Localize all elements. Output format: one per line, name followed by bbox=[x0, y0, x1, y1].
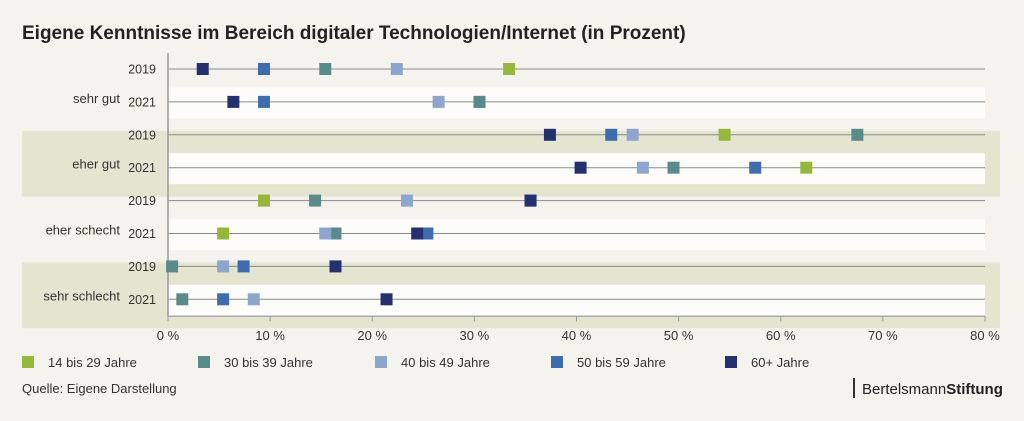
data-point-14-bis-29-jahre bbox=[718, 128, 731, 141]
data-point-60-jahre bbox=[574, 161, 587, 174]
group-label: eher schecht bbox=[46, 223, 121, 238]
year-label: 2019 bbox=[128, 128, 156, 142]
data-point-40-bis-49-jahre bbox=[432, 95, 445, 108]
data-point-14-bis-29-jahre bbox=[800, 161, 813, 174]
bertelsmann-logo: BertelsmannStiftung bbox=[853, 378, 1003, 398]
year-label: 2021 bbox=[128, 95, 156, 109]
source-note: Quelle: Eigene Darstellung bbox=[22, 381, 177, 396]
x-tick-label: 60 % bbox=[766, 328, 796, 343]
group-label: eher gut bbox=[72, 157, 120, 172]
data-point-60-jahre bbox=[329, 260, 342, 273]
data-point-60-jahre bbox=[411, 227, 424, 240]
data-point-14-bis-29-jahre bbox=[217, 227, 230, 240]
legend-label: 40 bis 49 Jahre bbox=[401, 355, 490, 370]
data-point-40-bis-49-jahre bbox=[636, 161, 649, 174]
row-background bbox=[168, 87, 985, 119]
legend-swatch bbox=[551, 356, 563, 368]
group-label: sehr schlecht bbox=[43, 288, 120, 303]
data-point-30-bis-39-jahre bbox=[176, 293, 189, 306]
data-point-30-bis-39-jahre bbox=[473, 95, 486, 108]
x-tick-label: 70 % bbox=[868, 328, 898, 343]
data-point-40-bis-49-jahre bbox=[217, 260, 230, 273]
group-label: sehr gut bbox=[73, 91, 120, 106]
legend-swatch bbox=[22, 356, 34, 368]
data-point-50-bis-59-jahre bbox=[749, 161, 762, 174]
data-point-60-jahre bbox=[543, 128, 556, 141]
year-label: 2019 bbox=[128, 260, 156, 274]
legend-label: 50 bis 59 Jahre bbox=[577, 355, 666, 370]
data-point-60-jahre bbox=[380, 293, 393, 306]
data-point-50-bis-59-jahre bbox=[257, 63, 270, 75]
x-tick-label: 0 % bbox=[157, 328, 180, 343]
year-label: 2021 bbox=[128, 293, 156, 307]
year-label: 2021 bbox=[128, 161, 156, 175]
data-point-40-bis-49-jahre bbox=[247, 293, 260, 306]
year-label: 2021 bbox=[128, 227, 156, 241]
data-point-50-bis-59-jahre bbox=[421, 227, 434, 240]
data-point-40-bis-49-jahre bbox=[390, 63, 403, 75]
x-tick-label: 50 % bbox=[664, 328, 694, 343]
data-point-30-bis-39-jahre bbox=[329, 227, 342, 240]
data-point-50-bis-59-jahre bbox=[605, 128, 618, 141]
x-tick-label: 20 % bbox=[357, 328, 387, 343]
legend-label: 60+ Jahre bbox=[751, 355, 809, 370]
data-point-30-bis-39-jahre bbox=[319, 63, 332, 75]
data-point-60-jahre bbox=[227, 95, 240, 108]
x-tick-label: 80 % bbox=[970, 328, 1000, 343]
data-point-60-jahre bbox=[524, 194, 537, 207]
x-tick-label: 10 % bbox=[255, 328, 285, 343]
data-point-40-bis-49-jahre bbox=[400, 194, 413, 207]
data-point-50-bis-59-jahre bbox=[257, 95, 270, 108]
legend-label: 30 bis 39 Jahre bbox=[224, 355, 313, 370]
data-point-14-bis-29-jahre bbox=[503, 63, 516, 75]
data-point-40-bis-49-jahre bbox=[319, 227, 332, 240]
data-point-50-bis-59-jahre bbox=[217, 293, 230, 306]
svg-text:BertelsmannStiftung: BertelsmannStiftung bbox=[862, 381, 1003, 398]
legend-swatch bbox=[198, 356, 210, 368]
data-point-30-bis-39-jahre bbox=[309, 194, 322, 207]
x-tick-label: 40 % bbox=[562, 328, 592, 343]
legend-label: 14 bis 29 Jahre bbox=[48, 355, 137, 370]
data-point-30-bis-39-jahre bbox=[851, 128, 864, 141]
data-point-40-bis-49-jahre bbox=[626, 128, 639, 141]
x-tick-label: 30 % bbox=[460, 328, 490, 343]
row-background bbox=[168, 284, 985, 316]
data-point-30-bis-39-jahre bbox=[667, 161, 680, 174]
legend-swatch bbox=[375, 356, 387, 368]
year-label: 2019 bbox=[128, 63, 156, 77]
data-point-60-jahre bbox=[196, 63, 209, 75]
row-background bbox=[168, 219, 985, 250]
chart-title: Eigene Kenntnisse im Bereich digitaler T… bbox=[22, 23, 686, 44]
data-point-50-bis-59-jahre bbox=[237, 260, 250, 273]
legend-swatch bbox=[725, 356, 737, 368]
year-label: 2019 bbox=[128, 194, 156, 208]
data-point-30-bis-39-jahre bbox=[166, 260, 179, 273]
data-point-14-bis-29-jahre bbox=[257, 194, 270, 207]
